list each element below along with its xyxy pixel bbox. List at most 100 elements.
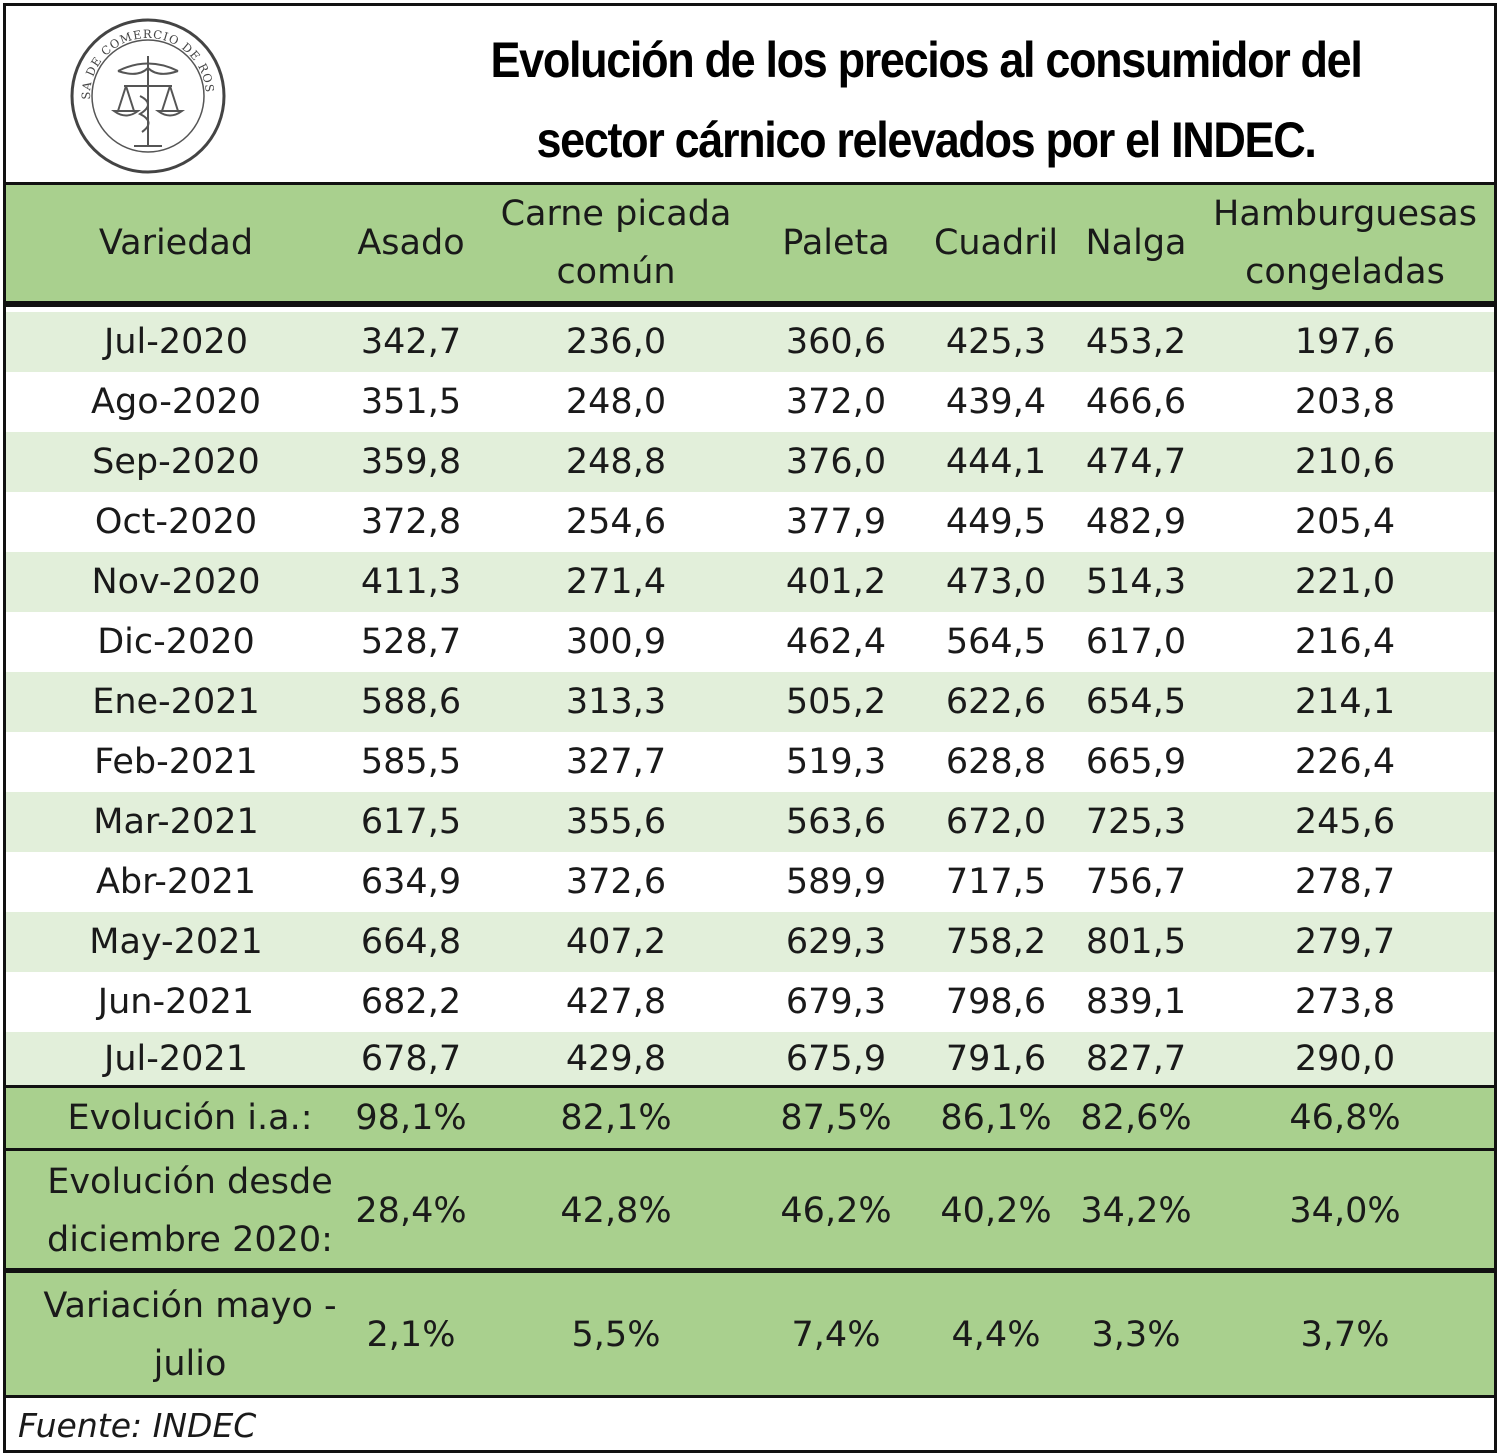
row-label: Ene-2021	[92, 682, 260, 722]
summary-cell: 42,8%	[560, 1191, 672, 1231]
table-cell: 290,0	[1294, 1038, 1396, 1079]
table-cell: 360,6	[785, 322, 887, 362]
table-cell: 210,6	[1294, 442, 1396, 482]
summary-cell: 28,4%	[355, 1191, 467, 1231]
table-header: BOLSA DE COMERCIO DE ROSARIO Evolución d…	[6, 6, 1494, 185]
table-cell: 359,8	[360, 442, 462, 482]
summary-cell: 87,5%	[780, 1098, 892, 1138]
table-cell: 214,1	[1294, 682, 1396, 722]
table-cell: 327,7	[565, 742, 667, 782]
column-header: Hamburguesas congeladas	[1213, 194, 1477, 292]
summary-row: Evolución desde diciembre 2020: 28,4% 42,8…	[6, 1148, 1494, 1271]
table-cell: 588,6	[360, 682, 462, 722]
summary-cell: 86,1%	[940, 1098, 1052, 1138]
svg-text:BOLSA DE COMERCIO DE ROSARIO: BOLSA DE COMERCIO DE ROSARIO	[68, 16, 217, 100]
summary-cell: 5,5%	[571, 1315, 661, 1355]
summary-cell: 40,2%	[940, 1191, 1052, 1231]
column-header: Cuadril	[933, 223, 1059, 263]
table-cell: 376,0	[785, 442, 887, 482]
summary-row: Variación mayo - julio 2,1% 5,5% 7,4% 4,4% 3,…	[6, 1268, 1494, 1397]
table-cell: 226,4	[1294, 742, 1396, 782]
table-cell: 236,0	[565, 322, 667, 362]
table-cell: 372,8	[360, 502, 462, 542]
column-header-row: Variedad Asado Carne picada común Paleta…	[6, 185, 1494, 307]
table-cell: 682,2	[360, 982, 462, 1022]
table-cell: 528,7	[360, 622, 462, 662]
table-cell: 254,6	[565, 502, 667, 542]
table-cell: 205,4	[1294, 502, 1396, 542]
table-cell: 717,5	[945, 862, 1047, 902]
row-label: Sep-2020	[92, 442, 260, 482]
table-cell: 672,0	[945, 802, 1047, 842]
column-header: Nalga	[1085, 223, 1187, 263]
page-title: Evolución de los precios al consumidor d…	[368, 20, 1484, 180]
table-cell: 197,6	[1294, 322, 1396, 362]
table-cell: 342,7	[360, 322, 462, 362]
table-row: May-2021 664,8 407,2 629,3 758,2 801,5 279,7	[6, 912, 1494, 972]
table-row: Feb-2021 585,5 327,7 519,3 628,8 665,9 226,4	[6, 732, 1494, 792]
row-label: Jul-2021	[104, 1038, 248, 1079]
summary-label: Variación mayo - julio	[43, 1286, 337, 1384]
table-row: Jun-2021 682,2 427,8 679,3 798,6 839,1 273,8	[6, 972, 1494, 1032]
table-cell: 482,9	[1085, 502, 1187, 542]
row-label: Feb-2021	[94, 742, 258, 782]
table-cell: 664,8	[360, 922, 462, 962]
table-cell: 407,2	[565, 922, 667, 962]
table-cell: 355,6	[565, 802, 667, 842]
table-cell: 462,4	[785, 622, 887, 662]
table-cell: 628,8	[945, 742, 1047, 782]
row-label: Nov-2020	[91, 562, 261, 602]
table-row: Jul-2020 342,7 236,0 360,6 425,3 453,2 197,6	[6, 312, 1494, 372]
row-label: Oct-2020	[94, 502, 258, 542]
column-header: Asado	[357, 223, 465, 263]
table-row: Abr-2021 634,9 372,6 589,9 717,5 756,7 278,7	[6, 852, 1494, 912]
table-cell: 425,3	[945, 322, 1047, 362]
table-cell: 725,3	[1085, 802, 1187, 842]
table-cell: 377,9	[785, 502, 887, 542]
column-header: Variedad	[98, 223, 254, 263]
table-cell: 372,0	[785, 382, 887, 422]
table-cell: 519,3	[785, 742, 887, 782]
table-cell: 439,4	[945, 382, 1047, 422]
table-row: Mar-2021 617,5 355,6 563,6 672,0 725,3 245,6	[6, 792, 1494, 852]
summary-label: Evolución desde diciembre 2020:	[47, 1162, 333, 1260]
source-text: Fuente: INDEC	[18, 1406, 257, 1445]
table-row: Jul-2021 678,7 429,8 675,9 791,6 827,7 290,0	[6, 1032, 1494, 1085]
source-note: Fuente: INDEC	[6, 1395, 1494, 1450]
table-cell: 679,3	[785, 982, 887, 1022]
table-cell: 245,6	[1294, 802, 1396, 842]
table-cell: 474,7	[1085, 442, 1187, 482]
table-row: Dic-2020 528,7 300,9 462,4 564,5 617,0 216,4	[6, 612, 1494, 672]
table-cell: 248,8	[565, 442, 667, 482]
table-cell: 216,4	[1294, 622, 1396, 662]
column-header: Paleta	[782, 223, 890, 263]
row-label: Abr-2021	[95, 862, 256, 902]
summary-label: Evolución i.a.:	[67, 1098, 313, 1138]
table-cell: 248,0	[565, 382, 667, 422]
table-cell: 444,1	[945, 442, 1047, 482]
summary-cell: 3,7%	[1300, 1315, 1390, 1355]
summary-row: Evolución i.a.: 98,1% 82,1% 87,5% 86,1% 82,6%…	[6, 1085, 1494, 1148]
table-cell: 514,3	[1085, 562, 1187, 602]
table-cell: 839,1	[1085, 982, 1187, 1022]
summary-cell: 82,1%	[560, 1098, 672, 1138]
summary-cell: 7,4%	[791, 1315, 881, 1355]
table-cell: 564,5	[945, 622, 1047, 662]
bolsa-de-comercio-seal-icon: BOLSA DE COMERCIO DE ROSARIO	[68, 16, 226, 174]
summary-cell: 34,2%	[1080, 1191, 1192, 1231]
table-cell: 798,6	[945, 982, 1047, 1022]
title-line-1: Evolución de los precios al consumidor d…	[490, 32, 1362, 88]
table-cell: 617,0	[1085, 622, 1187, 662]
table-cell: 827,7	[1085, 1038, 1187, 1079]
row-label: Jul-2020	[104, 322, 248, 362]
title-line-2: sector cárnico relevados por el INDEC.	[536, 112, 1316, 168]
table-cell: 411,3	[360, 562, 462, 602]
table-cell: 505,2	[785, 682, 887, 722]
summary-cell: 46,2%	[780, 1191, 892, 1231]
seal-text: BOLSA DE COMERCIO DE ROSARIO	[68, 16, 216, 100]
table-cell: 449,5	[945, 502, 1047, 542]
table-cell: 351,5	[360, 382, 462, 422]
table-cell: 801,5	[1085, 922, 1187, 962]
table-cell: 758,2	[945, 922, 1047, 962]
table-cell: 273,8	[1294, 982, 1396, 1022]
